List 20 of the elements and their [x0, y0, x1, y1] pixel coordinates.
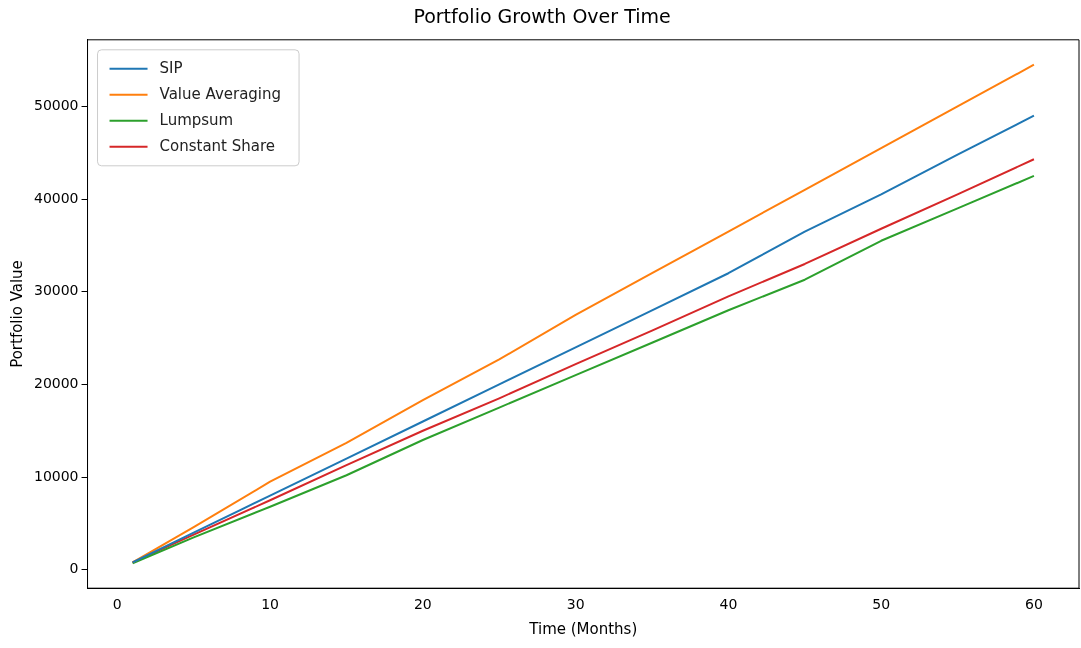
y-tick-label: 20000	[33, 375, 79, 392]
x-tick-label: 0	[112, 596, 122, 613]
y-tick-label: 10000	[33, 467, 79, 484]
x-tick-label: 30	[566, 596, 585, 613]
x-tick-label: 50	[872, 596, 891, 613]
y-tick-label: 30000	[33, 282, 79, 299]
legend-label: Constant Share	[159, 136, 276, 155]
chart-title: Portfolio Growth Over Time	[413, 5, 671, 28]
y-tick-label: 50000	[33, 97, 79, 114]
x-tick-label: 40	[719, 596, 738, 613]
legend-label: Value Averaging	[159, 84, 282, 103]
x-tick-label: 20	[413, 596, 432, 613]
y-tick-label: 0	[69, 560, 79, 577]
legend-label: SIP	[159, 58, 183, 77]
x-tick-label: 10	[261, 596, 280, 613]
y-tick-label: 40000	[33, 189, 79, 206]
legend-label: Lumpsum	[159, 110, 234, 129]
x-axis-title: Time (Months)	[528, 619, 638, 638]
y-axis-title: Portfolio Value	[7, 260, 26, 368]
x-tick-label: 60	[1025, 596, 1043, 613]
